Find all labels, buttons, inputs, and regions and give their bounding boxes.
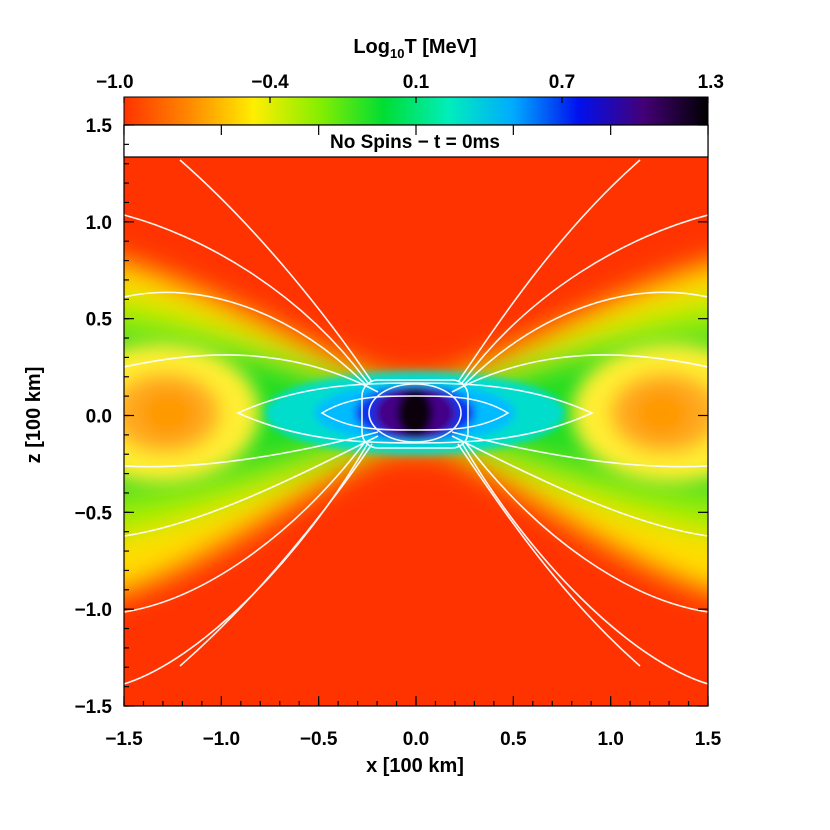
colorbar-tick-label: −0.4 (251, 72, 289, 93)
colorbar-title: Log10T [MeV] (353, 36, 476, 61)
colorbar-title-log: Log (353, 36, 390, 58)
y-axis-title: z [100 km] (23, 367, 45, 464)
colorbar-tick-label: 0.1 (403, 72, 430, 93)
contour-line (124, 441, 366, 613)
y-axis-ticks (124, 124, 708, 707)
colorbar-tick-labels: −1.0 −0.4 0.1 0.7 1.3 (96, 72, 724, 93)
panel-label: No Spins − t = 0ms (330, 132, 500, 153)
contour-line (361, 379, 469, 449)
y-tick-label: 0.0 (86, 407, 112, 428)
contour-line (368, 383, 462, 443)
x-tick-label: −0.5 (300, 729, 338, 750)
contour-line (451, 354, 708, 393)
contour-line (236, 382, 594, 444)
contour-line (124, 214, 369, 384)
contour-line (461, 442, 708, 685)
y-axis-tick-labels: 1.5 1.0 0.5 0.0 −0.5 −1.0 −1.5 (74, 116, 112, 718)
contour-line (461, 214, 708, 384)
colorbar-ticks (123, 97, 709, 103)
contour-line (320, 395, 510, 431)
x-tick-label: −1.0 (203, 729, 241, 750)
heatmap (124, 157, 708, 706)
contour-line (457, 443, 641, 667)
colorbar-tick-label: 1.3 (698, 72, 724, 93)
x-tick-label: −1.5 (105, 729, 143, 750)
contour-line (124, 435, 379, 537)
x-tick-label: 0.0 (403, 729, 429, 750)
y-tick-label: −1.0 (74, 600, 112, 621)
contour-line (124, 291, 366, 385)
core-black (397, 389, 433, 437)
heatmap-field-lobes (124, 343, 708, 483)
y-tick-label: 1.5 (86, 116, 113, 137)
x-tick-label: 1.5 (695, 729, 722, 750)
x-tick-label: 1.0 (597, 729, 623, 750)
left-lobe-core (140, 389, 196, 437)
x-tick-label: 0.5 (500, 729, 527, 750)
colorbar-title-units: T [MeV] (404, 36, 476, 58)
x-axis-title: x [100 km] (366, 755, 464, 777)
contour-line (179, 159, 373, 383)
colorbar-tick-label: 0.7 (549, 72, 575, 93)
x-axis-ticks (123, 125, 709, 706)
y-tick-label: −1.5 (74, 697, 112, 718)
colorbar-title-subscript: 10 (390, 46, 404, 61)
x-axis-tick-labels: −1.5 −1.0 −0.5 0.0 0.5 1.0 1.5 (105, 729, 721, 750)
y-tick-label: 0.5 (86, 310, 113, 331)
y-tick-label: −0.5 (74, 503, 112, 524)
contour-line (124, 354, 379, 393)
contour-line (451, 435, 708, 537)
contour-line (464, 441, 708, 613)
contour-line (179, 443, 373, 667)
y-tick-label: 1.0 (86, 213, 112, 234)
contours (124, 159, 708, 685)
colorbar-tick-label: −1.0 (96, 72, 134, 93)
right-lobe-core (634, 389, 690, 437)
contour-line (464, 291, 708, 385)
contour-line (457, 159, 641, 383)
contour-line (124, 442, 369, 685)
